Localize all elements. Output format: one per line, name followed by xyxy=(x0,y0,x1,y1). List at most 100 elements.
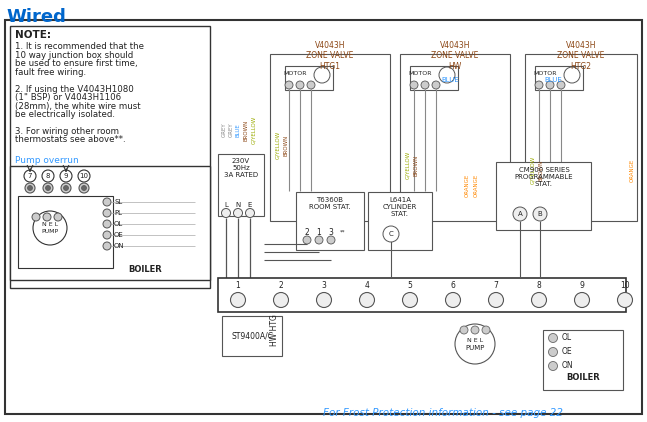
Text: 7: 7 xyxy=(28,173,32,179)
Circle shape xyxy=(245,208,254,217)
Circle shape xyxy=(307,81,315,89)
Circle shape xyxy=(45,186,50,190)
Circle shape xyxy=(549,362,558,371)
Text: 2: 2 xyxy=(279,281,283,289)
Circle shape xyxy=(315,236,323,244)
Text: C: C xyxy=(389,231,393,237)
Circle shape xyxy=(410,81,418,89)
Text: N E L: N E L xyxy=(42,222,58,227)
Text: 8: 8 xyxy=(536,281,542,289)
Text: B: B xyxy=(538,211,542,217)
Circle shape xyxy=(533,207,547,221)
Circle shape xyxy=(446,292,461,308)
Circle shape xyxy=(575,292,589,308)
Circle shape xyxy=(33,211,67,245)
Bar xyxy=(535,66,583,90)
Circle shape xyxy=(103,209,111,217)
Bar xyxy=(222,316,282,356)
Bar xyxy=(10,26,210,288)
Circle shape xyxy=(360,292,375,308)
Text: (28mm), the white wire must: (28mm), the white wire must xyxy=(15,102,140,111)
Circle shape xyxy=(63,186,69,190)
Text: V4043H
ZONE VALVE
HTG1: V4043H ZONE VALVE HTG1 xyxy=(306,41,354,71)
Text: V4043H
ZONE VALVE
HW: V4043H ZONE VALVE HW xyxy=(432,41,479,71)
Bar xyxy=(270,54,390,221)
Circle shape xyxy=(513,207,527,221)
Text: 7: 7 xyxy=(494,281,498,289)
Circle shape xyxy=(61,183,71,193)
Circle shape xyxy=(79,183,89,193)
Text: PL: PL xyxy=(114,210,122,216)
Text: 9: 9 xyxy=(580,281,584,289)
Text: NOTE:: NOTE: xyxy=(15,30,51,40)
Text: G/YELLOW: G/YELLOW xyxy=(531,156,536,184)
Text: N: N xyxy=(236,202,241,208)
Text: 10: 10 xyxy=(80,173,89,179)
Text: ORANGE: ORANGE xyxy=(630,158,635,181)
Bar xyxy=(410,66,458,90)
Bar xyxy=(218,278,626,312)
Text: 2: 2 xyxy=(305,227,309,236)
Circle shape xyxy=(460,326,468,334)
Text: ON: ON xyxy=(562,362,574,371)
Circle shape xyxy=(546,81,554,89)
Circle shape xyxy=(549,333,558,343)
Text: 3: 3 xyxy=(329,227,333,236)
Circle shape xyxy=(455,324,495,364)
Text: G/YELLOW: G/YELLOW xyxy=(252,116,256,144)
Text: be electrically isolated.: be electrically isolated. xyxy=(15,110,115,119)
Text: 3: 3 xyxy=(322,281,327,289)
Bar xyxy=(368,192,432,250)
Text: For Frost Protection information - see page 22: For Frost Protection information - see p… xyxy=(323,408,563,418)
Text: BROWN: BROWN xyxy=(413,154,419,176)
Bar xyxy=(543,330,623,390)
Text: BROWN: BROWN xyxy=(283,134,289,156)
Circle shape xyxy=(60,170,72,182)
Text: 4: 4 xyxy=(364,281,369,289)
Circle shape xyxy=(221,208,230,217)
Circle shape xyxy=(482,326,490,334)
Text: V4043H
ZONE VALVE
HTG2: V4043H ZONE VALVE HTG2 xyxy=(557,41,605,71)
Text: MOTOR: MOTOR xyxy=(283,70,307,76)
Text: 1: 1 xyxy=(316,227,322,236)
Text: Pump overrun: Pump overrun xyxy=(15,156,79,165)
Text: E: E xyxy=(248,202,252,208)
Circle shape xyxy=(103,220,111,228)
Text: 10 way junction box should: 10 way junction box should xyxy=(15,51,133,60)
Text: OE: OE xyxy=(114,232,124,238)
Text: SL: SL xyxy=(114,199,122,205)
Bar xyxy=(285,66,333,90)
Text: L641A
CYLINDER
STAT.: L641A CYLINDER STAT. xyxy=(383,197,417,217)
Text: MOTOR: MOTOR xyxy=(408,70,432,76)
Text: BROWN: BROWN xyxy=(538,160,543,181)
Text: PUMP: PUMP xyxy=(465,345,485,351)
Bar xyxy=(218,154,264,216)
Text: Wired: Wired xyxy=(6,8,66,26)
Circle shape xyxy=(32,213,40,221)
Text: 9: 9 xyxy=(64,173,68,179)
Circle shape xyxy=(54,213,62,221)
Text: 1. It is recommended that the: 1. It is recommended that the xyxy=(15,42,144,51)
Circle shape xyxy=(303,236,311,244)
Circle shape xyxy=(43,213,51,221)
Bar xyxy=(296,192,364,250)
Text: 230V
50Hz
3A RATED: 230V 50Hz 3A RATED xyxy=(224,158,258,178)
Text: OL: OL xyxy=(114,221,123,227)
Text: GREY: GREY xyxy=(228,123,234,137)
Circle shape xyxy=(82,186,87,190)
Text: 5: 5 xyxy=(408,281,412,289)
Circle shape xyxy=(617,292,633,308)
Text: MOTOR: MOTOR xyxy=(533,70,557,76)
Bar xyxy=(496,162,591,230)
Circle shape xyxy=(103,231,111,239)
Circle shape xyxy=(402,292,417,308)
Circle shape xyxy=(285,81,293,89)
Text: CM900 SERIES
PROGRAMMABLE
STAT.: CM900 SERIES PROGRAMMABLE STAT. xyxy=(514,167,573,187)
Text: BLUE: BLUE xyxy=(236,123,241,137)
Circle shape xyxy=(316,292,331,308)
Text: 10: 10 xyxy=(620,281,630,289)
Text: HW HTG: HW HTG xyxy=(270,314,280,346)
Text: ON: ON xyxy=(114,243,125,249)
Text: 2. If using the V4043H1080: 2. If using the V4043H1080 xyxy=(15,84,134,94)
Circle shape xyxy=(24,170,36,182)
